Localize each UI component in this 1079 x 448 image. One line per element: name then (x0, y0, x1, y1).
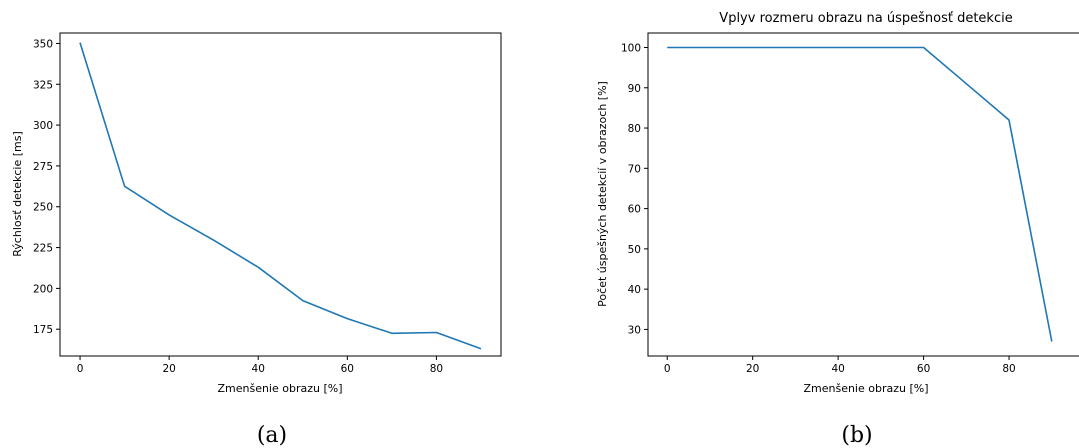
x-tick-label: 40 (252, 363, 265, 375)
y-tick-label: 60 (628, 204, 641, 216)
x-tick-label: 60 (341, 363, 354, 375)
y-tick-label: 50 (628, 244, 641, 256)
y-tick-label: 100 (621, 42, 641, 54)
y-tick-label: 80 (628, 123, 641, 135)
chart-a-y-axis-label: Rýchlosť detekcie [ms] (11, 131, 24, 257)
x-tick-label: 80 (430, 363, 443, 375)
y-tick-label: 250 (33, 202, 53, 214)
chart-a-plot-frame (59, 32, 502, 357)
y-tick-label: 70 (628, 163, 641, 175)
x-tick-label: 20 (746, 363, 759, 375)
chart-a-x-ticks: 0 20 40 60 80 (77, 356, 443, 375)
x-tick-label: 60 (917, 363, 930, 375)
x-tick-label: 40 (831, 363, 844, 375)
caption-a: (a) (257, 423, 287, 448)
chart-a-series-line (79, 42, 482, 350)
y-tick-label: 30 (628, 324, 641, 336)
x-tick-label: 80 (1002, 363, 1015, 375)
chart-a-x-axis-label: Zmenšenie obrazu [%] (217, 382, 342, 395)
x-tick-label: 0 (77, 363, 84, 375)
chart-a: 0 20 40 60 80 175 200 225 250 275 300 325 350 Zmenš… (11, 32, 502, 448)
chart-b-x-axis-label: Zmenšenie obrazu [%] (803, 382, 928, 395)
x-tick-label: 20 (162, 363, 175, 375)
y-tick-label: 300 (33, 120, 53, 132)
chart-b-y-ticks: 30 40 50 60 70 80 90 100 (621, 42, 648, 336)
y-tick-label: 350 (33, 38, 53, 50)
y-tick-label: 175 (33, 324, 53, 336)
chart-b: Vplyv rozmeru obrazu na úspešnosť detekc… (596, 11, 1079, 448)
y-tick-label: 40 (628, 284, 641, 296)
y-tick-label: 200 (33, 283, 53, 295)
chart-b-plot-frame (647, 32, 1079, 357)
y-tick-label: 225 (33, 243, 53, 255)
y-tick-label: 90 (628, 83, 641, 95)
chart-b-title: Vplyv rozmeru obrazu na úspešnosť detekc… (719, 11, 1012, 26)
chart-b-x-ticks: 0 20 40 60 80 (664, 356, 1016, 375)
y-tick-label: 275 (33, 161, 53, 173)
chart-a-y-ticks: 175 200 225 250 275 300 325 350 (33, 38, 60, 336)
caption-b: (b) (841, 423, 872, 448)
chart-b-series-line (667, 46, 1053, 342)
chart-b-y-axis-label: Počet úspešných detekcií v obrazoch [%] (596, 81, 609, 307)
y-tick-label: 325 (33, 79, 53, 91)
x-tick-label: 0 (664, 363, 671, 375)
